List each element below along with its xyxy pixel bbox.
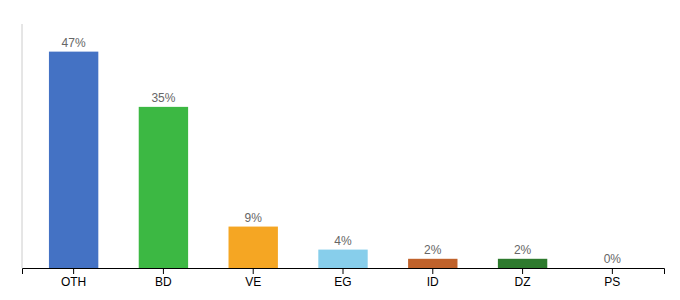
x-tick: BD [155,268,172,289]
x-tick-mark [432,268,433,274]
data-label: 47% [62,36,86,50]
data-label: 35% [151,91,175,105]
data-label: 2% [514,243,532,257]
bar [588,268,637,269]
x-tick-label: VE [245,275,261,289]
bar [139,107,188,268]
x-tick-label: DZ [515,275,531,289]
data-label: 2% [424,243,442,257]
x-tick-label: EG [334,275,351,289]
x-tick-mark [73,268,74,274]
x-tick: EG [334,268,351,289]
x-tick: VE [245,268,261,289]
x-tick-mark [522,268,523,274]
x-tick-mark [343,268,344,274]
chart: OTH BD VE EG ID DZ PS 47% 35% 9% 4% 2% 2% 0% [0,0,680,300]
bar [318,250,367,268]
x-axis-line [23,269,665,275]
data-label: 9% [245,211,263,225]
x-axis: OTH BD VE EG ID DZ PS [23,268,665,289]
data-labels: 47% 35% 9% 4% 2% 2% 0% [62,36,622,266]
x-tick-mark [253,268,254,274]
x-tick-label: PS [604,275,620,289]
bar [408,259,457,268]
x-tick: ID [427,268,439,289]
x-tick: PS [604,268,620,289]
plot: OTH BD VE EG ID DZ PS 47% 35% 9% 4% 2% 2% 0% [22,24,665,289]
y-axis-line [22,24,23,268]
x-tick-label: ID [427,275,439,289]
bars [49,52,547,268]
bar [498,259,547,268]
x-tick-mark [163,268,164,274]
bar [229,227,278,268]
data-label: 0% [604,252,622,266]
x-tick-mark [612,268,613,274]
data-label: 4% [334,234,352,248]
x-tick-label: BD [155,275,172,289]
bar [49,52,98,268]
x-tick: OTH [61,268,86,289]
x-tick: DZ [515,268,531,289]
x-tick-label: OTH [61,275,86,289]
